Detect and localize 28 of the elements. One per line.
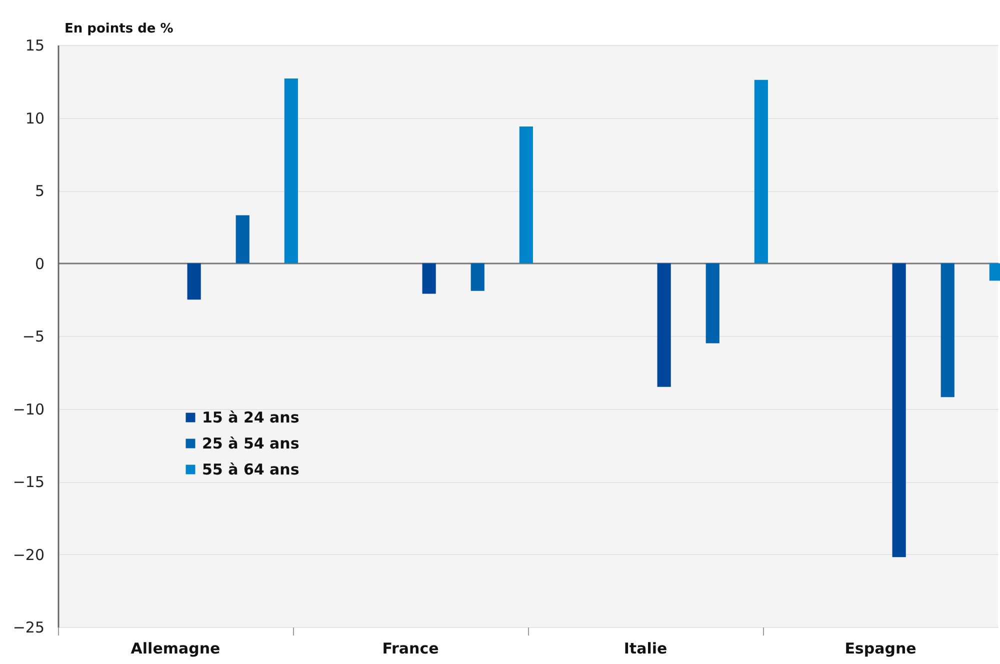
legend-label: 55 à 64 ans — [202, 460, 300, 478]
y-tick-label: 5 — [34, 182, 44, 200]
bar — [236, 215, 250, 264]
bar — [657, 263, 671, 387]
bar — [470, 263, 484, 291]
bar — [706, 263, 720, 344]
x-tick-label: Allemagne — [130, 640, 220, 658]
bar — [519, 126, 533, 264]
x-tick-label: France — [382, 640, 439, 658]
y-tick-label: 15 — [25, 36, 44, 54]
y-tick-label: −10 — [12, 400, 44, 418]
y-tick-label: −5 — [22, 328, 44, 346]
y-tick-label: 10 — [25, 109, 44, 128]
legend-label: 25 à 54 ans — [202, 434, 300, 452]
legend-label: 15 à 24 ans — [202, 408, 300, 426]
x-tick-label: Espagne — [844, 640, 916, 658]
bar — [284, 78, 298, 264]
x-tick-label: Italie — [624, 640, 668, 658]
bar — [754, 80, 768, 264]
y-axis-title: En points de % — [64, 22, 174, 36]
y-tick-label: −15 — [12, 473, 44, 491]
y-tick-label: 0 — [34, 254, 44, 273]
y-tick-label: −25 — [12, 618, 44, 636]
bar — [892, 263, 906, 558]
y-tick-label: −20 — [12, 546, 44, 564]
bar — [187, 263, 201, 300]
bar — [940, 263, 954, 398]
bar — [422, 263, 436, 294]
